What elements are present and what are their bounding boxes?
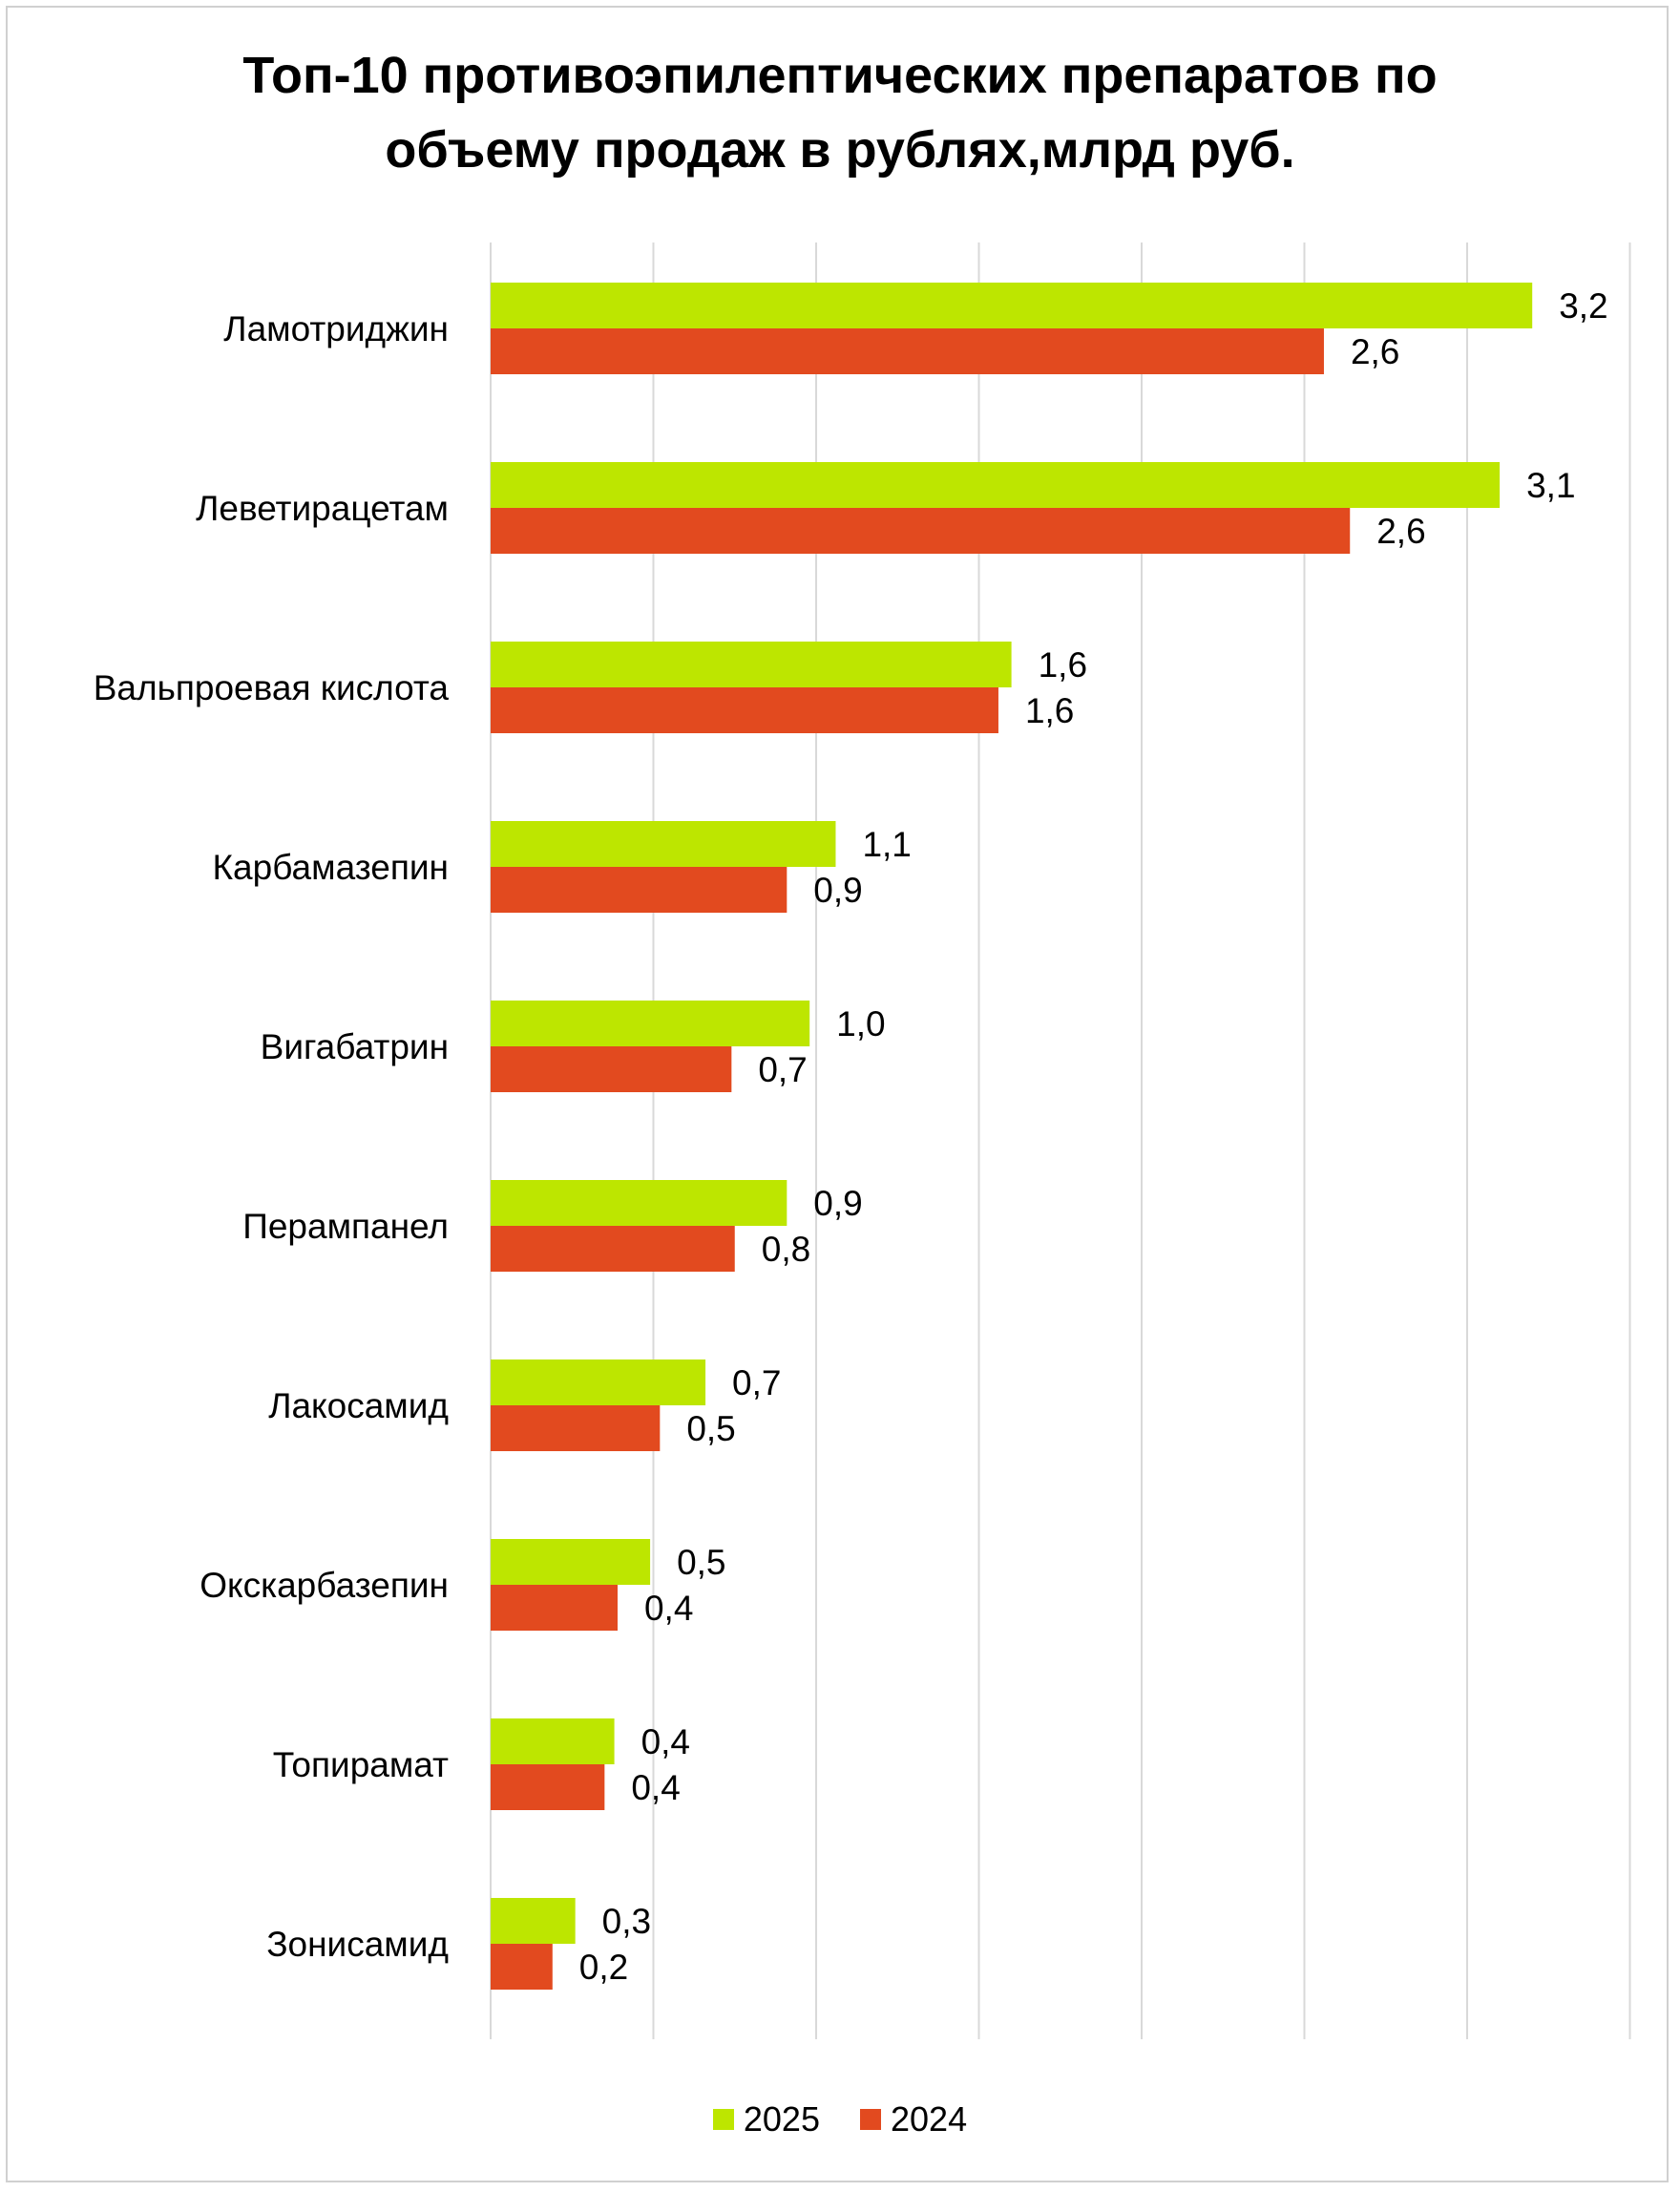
data-label-2024-cat-3: 0,9 xyxy=(813,871,862,910)
category-label-cat-5: Перампанел xyxy=(242,1207,449,1246)
data-label-2024-cat-5: 0,8 xyxy=(762,1230,810,1269)
chart-title-line-2: объему продаж в рублях,млрд руб. xyxy=(385,121,1295,179)
data-label-2025-cat-5: 0,9 xyxy=(813,1184,862,1223)
data-label-2025-cat-8: 0,4 xyxy=(641,1722,690,1761)
data-label-2024-cat-9: 0,2 xyxy=(579,1948,628,1987)
legend-label-2024: 2024 xyxy=(891,2099,968,2139)
category-label-cat-8: Топирамат xyxy=(273,1745,449,1784)
data-label-2025-cat-4: 1,0 xyxy=(836,1004,885,1043)
data-label-2024-cat-0: 2,6 xyxy=(1351,332,1399,371)
category-label-cat-9: Зонисамид xyxy=(266,1925,449,1964)
data-label-2025-cat-9: 0,3 xyxy=(602,1902,651,1941)
bar-2024-cat-6 xyxy=(491,1405,661,1451)
data-label-2025-cat-7: 0,5 xyxy=(677,1543,725,1582)
bar-2025-cat-9 xyxy=(491,1898,576,1944)
category-label-cat-3: Карбамазепин xyxy=(213,848,450,887)
data-label-2024-cat-7: 0,4 xyxy=(644,1589,693,1628)
bar-2025-cat-6 xyxy=(491,1359,706,1405)
bar-2024-cat-3 xyxy=(491,867,788,913)
data-label-2024-cat-8: 0,4 xyxy=(631,1768,680,1807)
bar-2025-cat-8 xyxy=(491,1718,615,1764)
bar-2025-cat-0 xyxy=(491,283,1533,328)
category-label-cat-1: Леветирацетам xyxy=(196,489,449,528)
legend-swatch-2024 xyxy=(860,2109,881,2130)
data-label-2024-cat-4: 0,7 xyxy=(758,1050,807,1089)
legend-swatch-2025 xyxy=(712,2109,734,2130)
chart-title-line-1: Топ-10 противоэпилептических препаратов … xyxy=(242,47,1438,104)
legend: 2025 2024 xyxy=(0,2098,1680,2139)
bar-2025-cat-4 xyxy=(491,1001,810,1046)
legend-item-2024: 2024 xyxy=(860,2099,967,2139)
bar-2024-cat-8 xyxy=(491,1764,605,1810)
data-label-2025-cat-0: 3,2 xyxy=(1559,286,1607,326)
bar-2025-cat-1 xyxy=(491,462,1501,508)
category-label-cat-0: Ламотриджин xyxy=(223,309,449,348)
bar-2025-cat-5 xyxy=(491,1180,788,1226)
bar-2025-cat-2 xyxy=(491,642,1012,687)
legend-item-2025: 2025 xyxy=(712,2099,820,2139)
bar-2024-cat-7 xyxy=(491,1585,618,1631)
data-label-2024-cat-2: 1,6 xyxy=(1025,691,1074,730)
bar-2025-cat-3 xyxy=(491,821,836,867)
data-label-2025-cat-2: 1,6 xyxy=(1039,645,1087,685)
data-label-2025-cat-1: 3,1 xyxy=(1526,466,1575,505)
category-label-cat-6: Лакосамид xyxy=(268,1386,449,1425)
data-label-2025-cat-6: 0,7 xyxy=(732,1363,781,1402)
bar-2024-cat-9 xyxy=(491,1944,553,1990)
bar-2024-cat-4 xyxy=(491,1046,732,1092)
bar-2024-cat-2 xyxy=(491,687,998,733)
legend-label-2025: 2025 xyxy=(743,2099,820,2139)
bar-2024-cat-1 xyxy=(491,508,1351,554)
data-label-2024-cat-6: 0,5 xyxy=(686,1409,735,1448)
chart-title: Топ-10 противоэпилептических препаратов … xyxy=(0,38,1680,187)
data-label-2025-cat-3: 1,1 xyxy=(862,825,911,864)
category-label-cat-2: Вальпроевая кислота xyxy=(94,668,450,707)
category-label-cat-7: Окскарбазепин xyxy=(200,1566,449,1605)
category-label-cat-4: Вигабатрин xyxy=(261,1027,449,1066)
bar-2024-cat-0 xyxy=(491,328,1324,374)
data-label-2024-cat-1: 2,6 xyxy=(1376,512,1425,551)
bar-2024-cat-5 xyxy=(491,1226,735,1272)
bar-2025-cat-7 xyxy=(491,1539,651,1585)
